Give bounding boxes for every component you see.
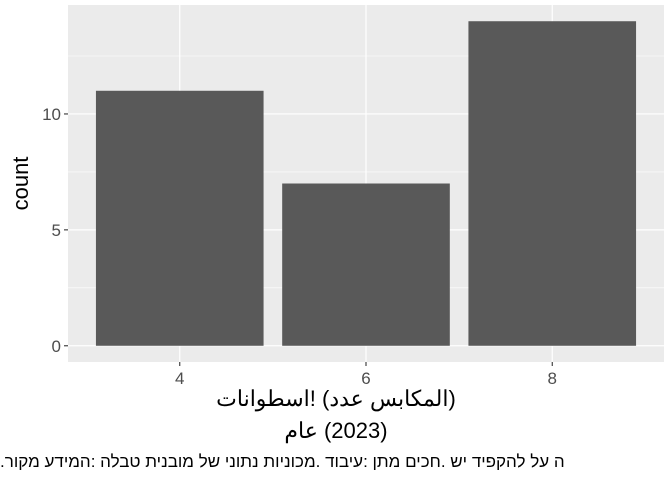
x-axis-label-line2: عام (2023): [284, 418, 388, 443]
y-tick-label: 10: [42, 105, 61, 124]
bar-4: [95, 90, 264, 346]
x-axis-label: اسطوانات! (عدد المكابس): [216, 386, 456, 411]
y-tick-label: 0: [52, 337, 61, 356]
y-tick-label: 5: [52, 221, 61, 240]
x-tick-label: 8: [548, 369, 557, 388]
x-tick-label: 6: [361, 369, 370, 388]
y-axis-label: count: [8, 157, 33, 211]
caption: .מקור המידע: טבלה מובנית של נתוני מכוניו…: [0, 452, 565, 471]
bar-8: [468, 21, 637, 346]
x-tick-label: 4: [175, 369, 184, 388]
bar-6: [282, 183, 450, 346]
